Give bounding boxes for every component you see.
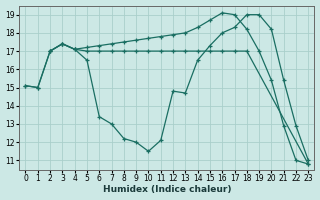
X-axis label: Humidex (Indice chaleur): Humidex (Indice chaleur) <box>103 185 231 194</box>
